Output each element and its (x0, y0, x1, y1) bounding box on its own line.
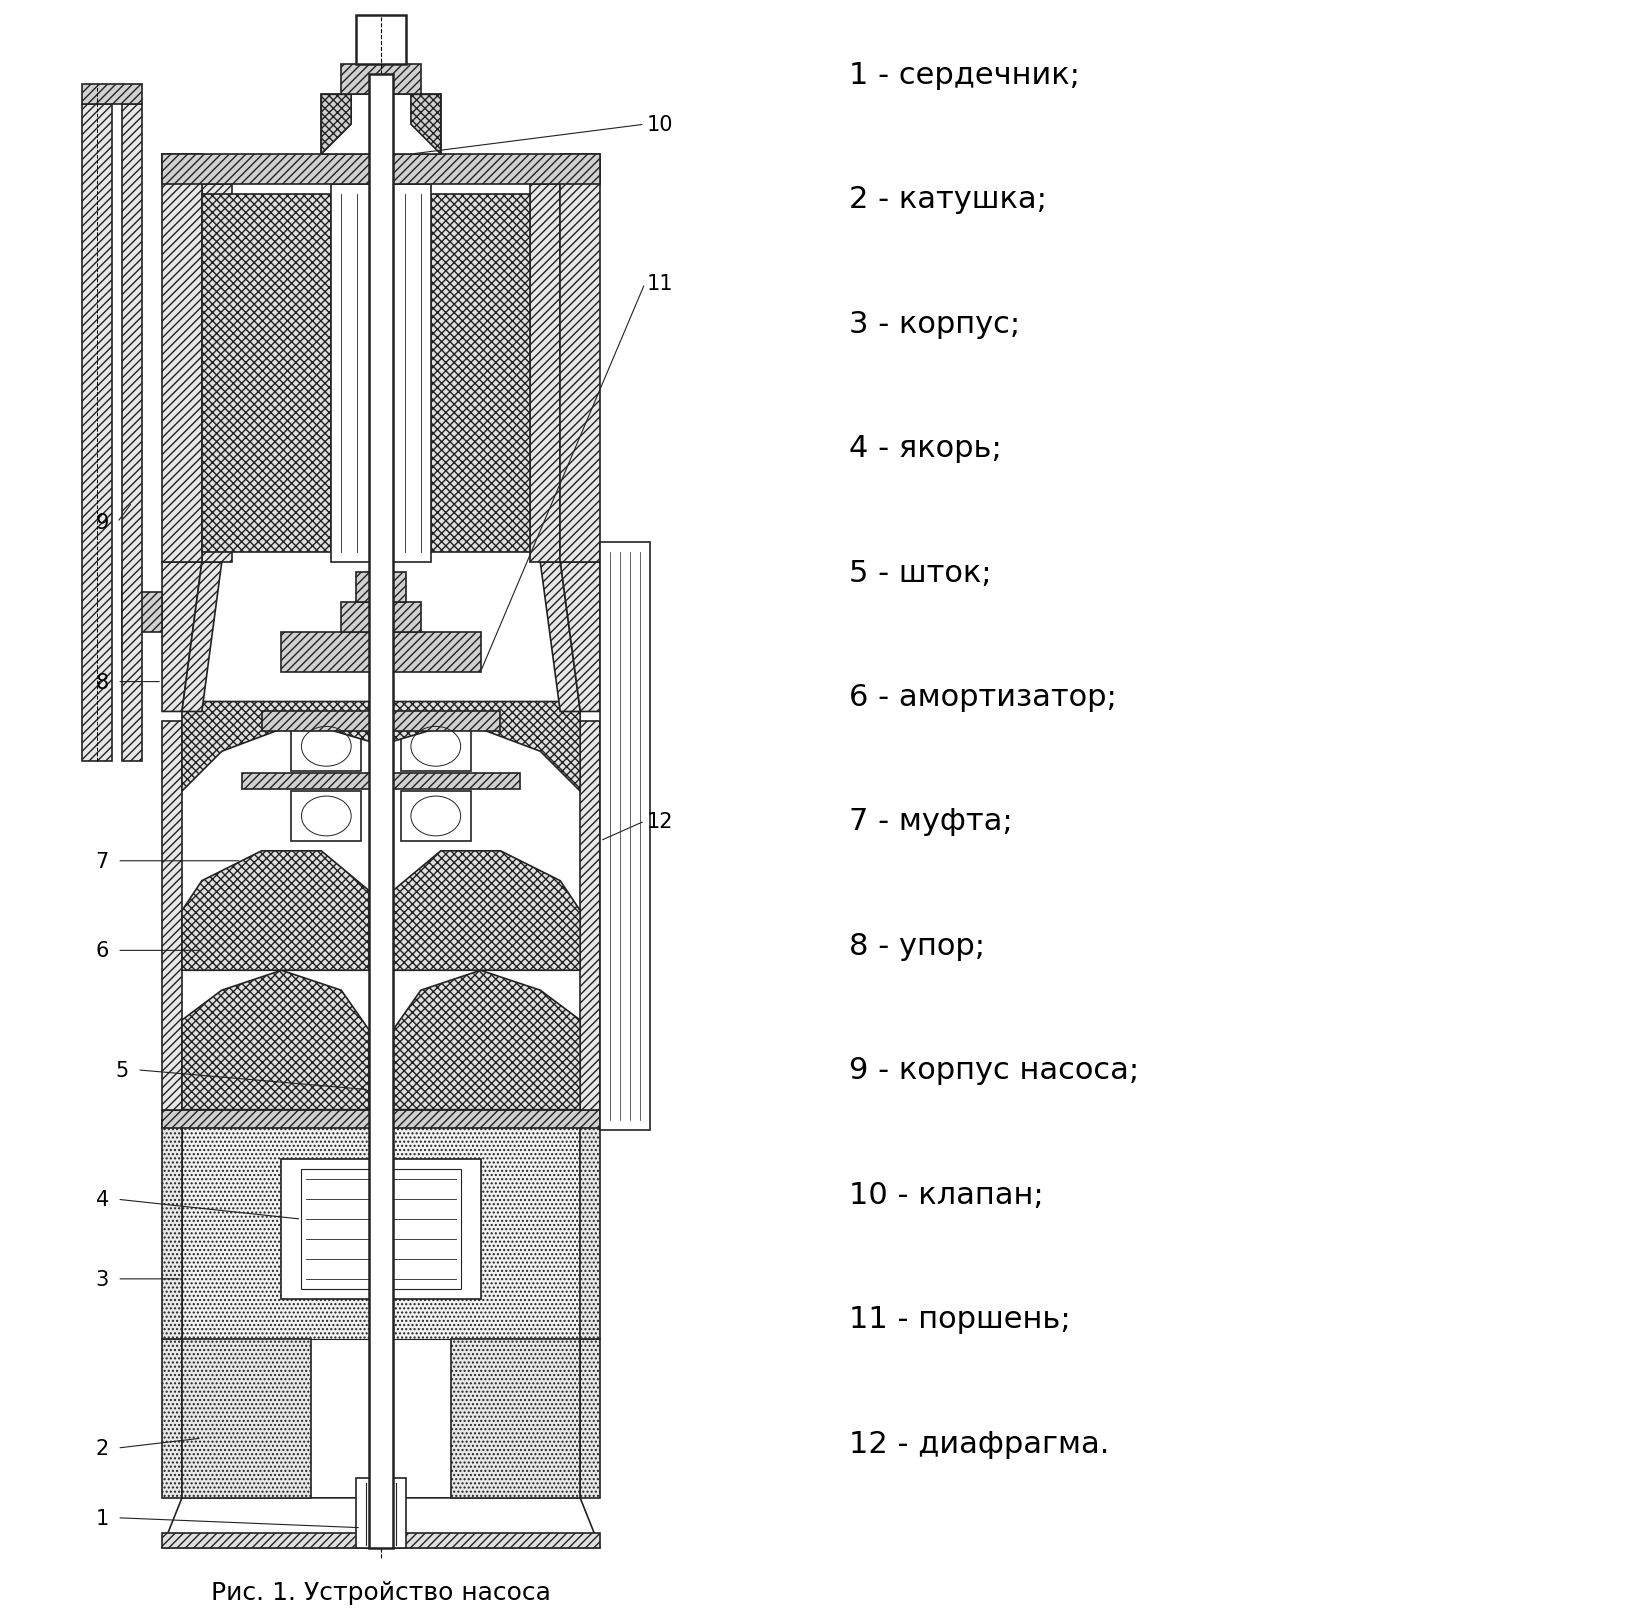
Polygon shape (162, 1120, 181, 1339)
Polygon shape (162, 1339, 181, 1498)
Polygon shape (181, 703, 369, 792)
Bar (560, 154, 600, 563)
Bar (531, 185, 560, 563)
Bar (430, 195, 531, 553)
Bar (341, 65, 420, 96)
Bar (122, 573, 137, 652)
Text: 10: 10 (646, 115, 672, 135)
Text: 1: 1 (96, 1508, 109, 1527)
Text: 9 - корпус насоса;: 9 - корпус насоса; (849, 1055, 1139, 1084)
Text: 4: 4 (96, 1190, 109, 1209)
Polygon shape (580, 1120, 600, 1339)
Polygon shape (392, 971, 580, 1110)
Bar (82, 105, 112, 761)
Bar (262, 712, 501, 732)
Text: 4 - якорь;: 4 - якорь; (849, 433, 1002, 463)
Text: 2 - катушка;: 2 - катушка; (849, 185, 1046, 214)
Polygon shape (181, 971, 369, 1110)
Bar (82, 86, 142, 105)
Text: 8: 8 (96, 672, 109, 691)
Polygon shape (162, 722, 181, 1110)
Polygon shape (162, 1498, 600, 1548)
Bar (162, 154, 600, 185)
Bar (162, 1110, 600, 1128)
Text: 12: 12 (646, 812, 672, 831)
Polygon shape (580, 1339, 600, 1498)
Polygon shape (580, 722, 600, 1110)
Text: 7 - муфта;: 7 - муфта; (849, 807, 1012, 836)
Polygon shape (392, 703, 580, 792)
Text: 6 - амортизатор;: 6 - амортизатор; (849, 683, 1117, 711)
Polygon shape (181, 1339, 311, 1498)
Text: 11: 11 (646, 274, 672, 294)
Polygon shape (181, 1120, 580, 1339)
Bar (321, 96, 440, 154)
Text: 5: 5 (115, 1060, 129, 1081)
Bar (341, 602, 420, 633)
Bar (600, 544, 649, 1130)
Bar (292, 792, 361, 841)
Bar (162, 1532, 600, 1548)
Bar (400, 792, 471, 841)
Bar (242, 774, 521, 790)
Text: 3 - корпус;: 3 - корпус; (849, 310, 1020, 339)
Polygon shape (181, 852, 369, 971)
Bar (369, 75, 392, 1548)
Bar (282, 1160, 481, 1298)
Bar (356, 16, 405, 65)
Bar (292, 722, 361, 771)
Bar (122, 592, 162, 633)
Polygon shape (162, 563, 201, 712)
Text: 12 - диафрагма.: 12 - диафрагма. (849, 1428, 1109, 1457)
Text: Рис. 1. Устройство насоса: Рис. 1. Устройство насоса (211, 1581, 550, 1605)
Text: 9: 9 (96, 513, 109, 532)
Polygon shape (392, 852, 580, 971)
Bar (201, 185, 232, 563)
Polygon shape (541, 563, 580, 712)
Bar (331, 185, 430, 563)
Polygon shape (410, 96, 440, 154)
Text: 7: 7 (96, 850, 109, 872)
Text: 6: 6 (96, 941, 109, 961)
Polygon shape (321, 96, 351, 154)
Bar (302, 1170, 461, 1289)
Bar (122, 105, 142, 761)
Text: 1 - сердечник;: 1 - сердечник; (849, 60, 1079, 89)
Text: 8 - упор;: 8 - упор; (849, 932, 986, 961)
Bar (201, 195, 331, 553)
Polygon shape (560, 563, 600, 712)
Text: 5 - шток;: 5 - шток; (849, 558, 992, 588)
Text: 2: 2 (96, 1438, 109, 1457)
Text: 11 - поршень;: 11 - поршень; (849, 1305, 1071, 1334)
Bar (356, 1479, 405, 1548)
Bar (282, 633, 481, 672)
Polygon shape (450, 1339, 580, 1498)
Text: 10 - клапан;: 10 - клапан; (849, 1180, 1043, 1209)
Bar (400, 722, 471, 771)
Bar (356, 573, 405, 602)
Polygon shape (181, 563, 222, 712)
Bar (162, 154, 201, 563)
Text: 3: 3 (96, 1269, 109, 1289)
